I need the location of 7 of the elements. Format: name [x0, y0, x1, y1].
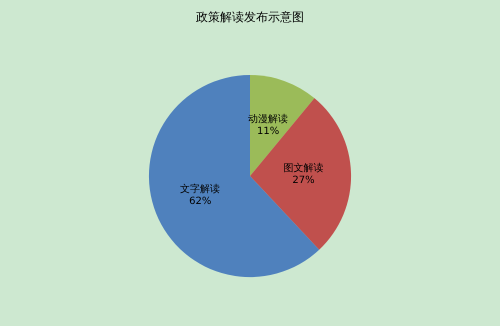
- slice-label: 图文解读: [284, 162, 324, 174]
- chart-title: 政策解读发布示意图: [196, 10, 304, 24]
- slice-label: 文字解读: [180, 183, 220, 196]
- data-label: 62%: [189, 196, 212, 208]
- slice-label: 动漫解读: [248, 113, 288, 126]
- data-label: 27%: [292, 174, 315, 186]
- data-label: 11%: [257, 126, 280, 138]
